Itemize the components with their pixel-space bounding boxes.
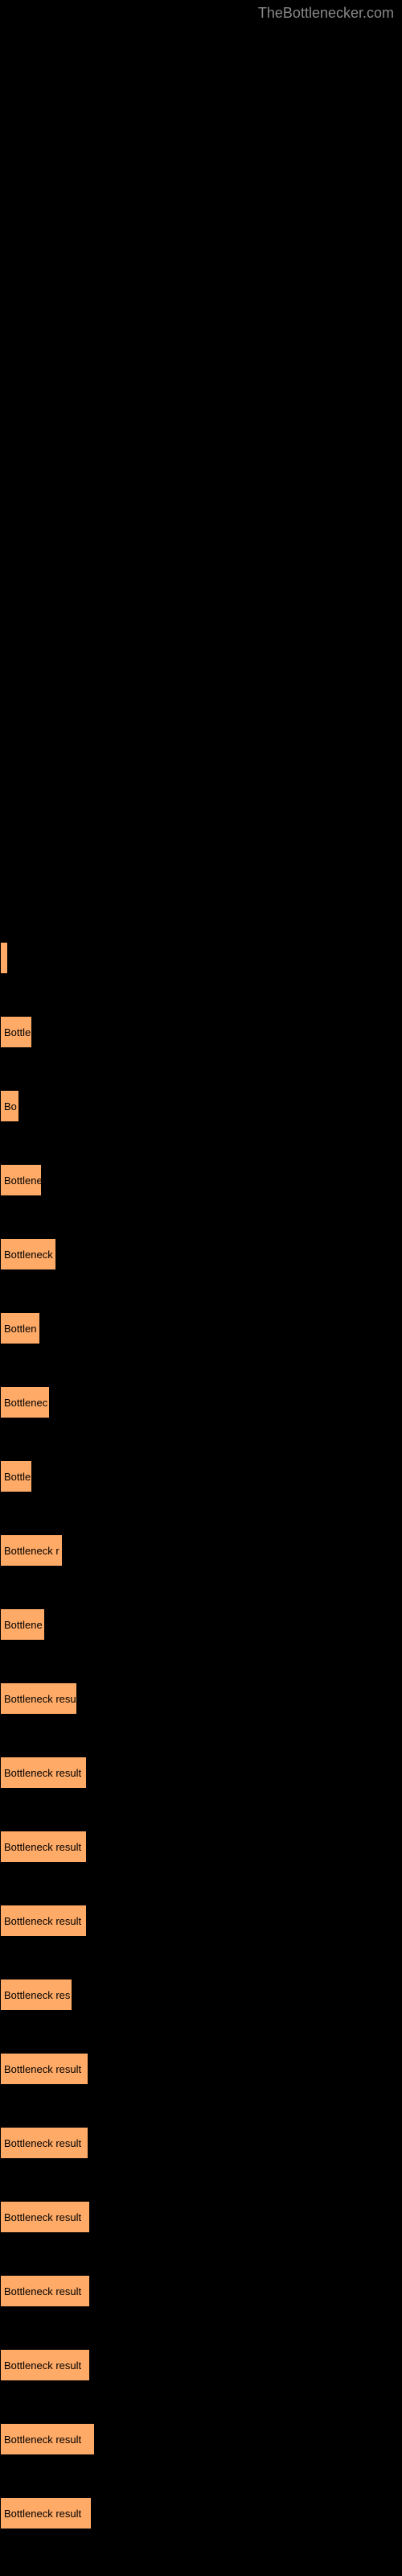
bar-label: Bottlenec <box>4 1397 47 1409</box>
bar-label: Bottlene <box>4 1619 43 1631</box>
chart-bar: Bo <box>0 1090 19 1122</box>
chart-bar <box>0 942 8 974</box>
bar-label: Bo <box>4 1100 17 1113</box>
bar-label: Bottleneck r <box>4 1545 59 1557</box>
bar-label: Bottle <box>4 1026 31 1038</box>
bar-label: Bottleneck result <box>4 1767 81 1779</box>
chart-bar: Bottlen <box>0 1312 40 1344</box>
bar-label: Bottleneck result <box>4 2137 81 2149</box>
bar-label: Bottleneck result <box>4 2063 81 2075</box>
chart-bar: Bottleneck r <box>0 1534 63 1567</box>
bar-label: Bottle <box>4 1471 31 1483</box>
bar-label: Bottleneck result <box>4 2211 81 2223</box>
chart-bar: Bottleneck result <box>0 2275 90 2307</box>
chart-bar: Bottleneck result <box>0 2201 90 2233</box>
bar-label: Bottlene <box>4 1174 42 1187</box>
chart-bar: Bottleneck result <box>0 2053 88 2085</box>
chart-bar: Bottleneck result <box>0 2497 92 2529</box>
chart-bar: Bottleneck result <box>0 1757 87 1789</box>
chart-bar: Bottle <box>0 1016 32 1048</box>
bar-label: Bottleneck resu <box>4 1693 76 1705</box>
watermark-text: TheBottlenecker.com <box>258 5 394 22</box>
bar-label: Bottleneck result <box>4 1841 81 1853</box>
bar-label: Bottleneck result <box>4 2285 81 2297</box>
chart-bar: Bottle <box>0 1460 32 1492</box>
chart-bar: Bottlenec <box>0 1386 50 1418</box>
bar-label: Bottleneck result <box>4 1915 81 1927</box>
chart-bar: Bottleneck result <box>0 2349 90 2381</box>
chart-bar: Bottleneck result <box>0 1831 87 1863</box>
bar-label: Bottleneck result <box>4 2434 81 2446</box>
bar-label: Bottleneck result <box>4 2508 81 2520</box>
bar-label: Bottleneck <box>4 1249 53 1261</box>
chart-bar: Bottleneck result <box>0 2127 88 2159</box>
chart-bar: Bottlene <box>0 1608 45 1641</box>
chart-bar: Bottlene <box>0 1164 42 1196</box>
chart-bar: Bottleneck res <box>0 1979 72 2011</box>
bar-label: Bottleneck result <box>4 2359 81 2372</box>
chart-bar: Bottleneck resu <box>0 1682 77 1715</box>
chart-bar: Bottleneck <box>0 1238 56 1270</box>
chart-bar: Bottleneck result <box>0 2423 95 2455</box>
chart-bar: Bottleneck result <box>0 1905 87 1937</box>
bar-label: Bottleneck res <box>4 1989 70 2001</box>
bar-label: Bottlen <box>4 1323 36 1335</box>
